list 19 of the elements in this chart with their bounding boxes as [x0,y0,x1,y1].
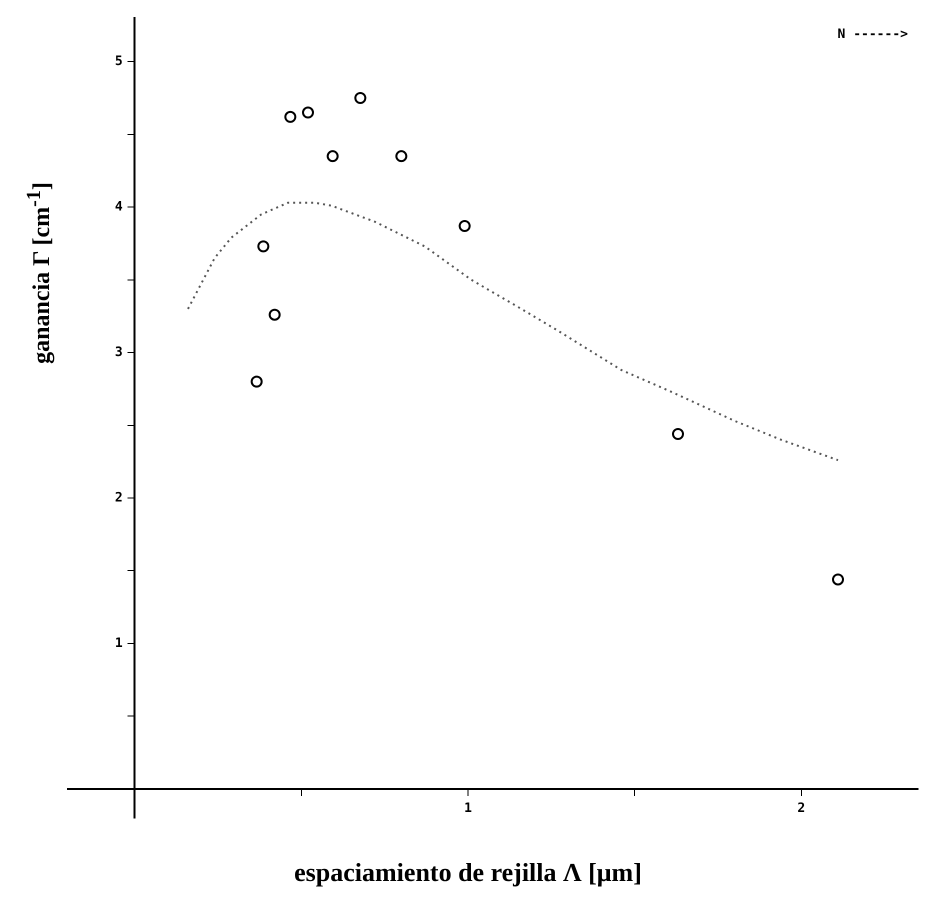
point [250,376,263,388]
point [284,110,296,123]
x-axis-title: espaciamiento de rejilla Λ [μm] [293,858,643,888]
point [832,573,844,586]
line-series [187,202,839,462]
y-tick-label: 4 [114,199,123,214]
point [672,428,684,440]
point [257,240,270,252]
annotation: N ------> [838,27,908,42]
y-tick-label: 5 [114,54,123,70]
y-tick-label: 3 [114,344,123,360]
y-tick-label: 2 [114,490,123,506]
point [268,308,281,321]
point [395,150,408,162]
point [302,106,314,119]
point [458,220,471,232]
point [326,150,339,162]
point [354,92,366,104]
y-tick-label: 1 [114,636,123,651]
